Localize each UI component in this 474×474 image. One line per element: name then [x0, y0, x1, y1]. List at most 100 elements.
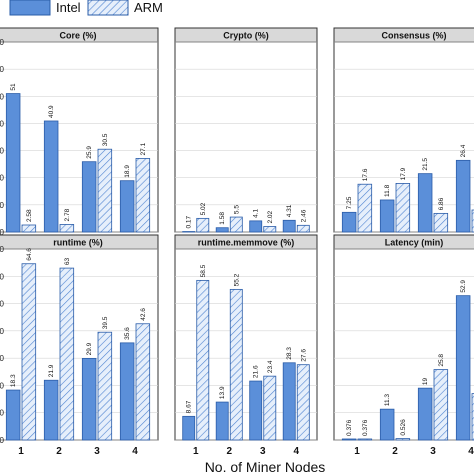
data-label-intel-1: 18.3: [10, 374, 17, 387]
panel-title: Latency (min): [385, 238, 444, 248]
bar-intel-3: [417, 387, 433, 441]
x-tick-label: 2: [392, 446, 398, 457]
bar-arm-4: [135, 158, 151, 233]
y-tick-label: 10: [0, 201, 5, 210]
data-label-intel-3: 19: [422, 378, 429, 386]
data-label-intel-1: 7.25: [346, 196, 353, 209]
x-tick-label: 3: [94, 446, 100, 457]
bar-arm-1: [357, 438, 373, 441]
data-label-arm-2: 2.78: [64, 208, 71, 221]
bar-arm-2: [229, 216, 243, 233]
data-label-arm-3: 30.5: [102, 133, 109, 146]
y-tick-label: 10: [0, 409, 5, 418]
data-label-intel-4: 28.3: [286, 347, 293, 360]
data-label-intel-4: 26.4: [460, 144, 467, 157]
bar-intel-4: [282, 219, 296, 233]
panel-frame: [174, 27, 318, 233]
legend-label-arm: ARM: [134, 0, 163, 15]
data-label-arm-4: 2.46: [300, 209, 307, 222]
x-tick-label: 1: [354, 446, 360, 457]
data-label-arm-2: 17.9: [400, 167, 407, 180]
bar-intel-1: [5, 389, 21, 441]
bar-arm-4: [296, 224, 310, 233]
bar-arm-3: [97, 148, 113, 233]
bar-arm-1: [196, 217, 210, 233]
bar-arm-2: [59, 224, 75, 233]
data-label-intel-3: 21.5: [422, 158, 429, 171]
y-tick-label: 70: [0, 245, 5, 254]
x-tick-label: 4: [293, 446, 299, 457]
bar-arm-3: [263, 226, 277, 233]
bar-arm-3: [433, 212, 449, 233]
data-label-arm-1: 5.02: [200, 202, 207, 215]
data-label-arm-2: 63: [64, 257, 71, 265]
bar-intel-2: [379, 199, 395, 233]
bar-intel-3: [249, 220, 263, 233]
data-label-intel-3: 29.9: [86, 342, 93, 355]
x-tick-label: 3: [260, 446, 266, 457]
bar-intel-4: [282, 362, 296, 441]
legend-swatch-intel: [9, 0, 51, 16]
data-label-arm-2: 5.5: [233, 205, 240, 214]
panel-frame: [333, 234, 474, 441]
data-label-arm-3: 23.4: [267, 360, 274, 373]
data-label-arm-4: 42.6: [140, 308, 147, 321]
bar-intel-3: [81, 161, 97, 233]
data-label-intel-3: 4.1: [253, 208, 260, 217]
bar-intel-2: [215, 401, 229, 441]
y-tick-label: 20: [0, 174, 5, 183]
x-tick-label: 4: [468, 446, 474, 457]
bar-arm-2: [395, 438, 411, 441]
data-label-intel-1: 8.67: [186, 400, 193, 413]
data-label-intel-2: 11.3: [384, 394, 391, 407]
bar-intel-4: [119, 342, 135, 441]
panel-title: Core (%): [59, 31, 96, 41]
y-tick-label: 50: [0, 300, 5, 309]
panel-runtime: runtime (%) 0 10 20 30 40 50 60 70 18.3 64.6 1 21.9 6…: [0, 234, 159, 457]
panel-frame: [174, 234, 318, 441]
panel-title: runtime.memmove (%): [198, 238, 295, 248]
data-label-intel-2: 40.9: [48, 105, 55, 118]
y-tick-label: 30: [0, 354, 5, 363]
data-label-intel-4: 35.6: [124, 327, 131, 340]
panel-core: Core (%) 0 10 20 30 40 50 60 70 51 2.58 40.9 2.78 25.…: [0, 27, 159, 237]
data-label-intel-1: 51: [10, 83, 17, 91]
legend-label-intel: Intel: [56, 0, 81, 15]
x-tick-label: 1: [193, 446, 199, 457]
bar-arm-3: [263, 375, 277, 441]
data-label-arm-3: 2.02: [267, 210, 274, 223]
panel-consensus: Consensus (%) 7.25 17.6 11.8 17.9 21.5 6.86 26.…: [333, 27, 474, 233]
data-label-arm-4: 27.6: [300, 349, 307, 362]
bar-arm-4: [135, 323, 151, 441]
data-label-arm-4: 27.1: [140, 142, 147, 155]
bar-arm-1: [21, 224, 37, 233]
y-tick-label: 0: [0, 436, 5, 445]
y-tick-label: 20: [0, 381, 5, 390]
bar-intel-2: [43, 120, 59, 233]
y-tick-label: 30: [0, 147, 5, 156]
data-label-intel-1: 0.17: [186, 216, 193, 229]
data-label-intel-4: 4.31: [286, 204, 293, 217]
data-label-arm-1: 0.376: [362, 419, 369, 436]
bar-intel-1: [5, 93, 21, 233]
bar-intel-1: [182, 231, 196, 233]
bar-intel-1: [341, 438, 357, 441]
data-label-intel-3: 25.9: [86, 146, 93, 159]
y-tick-label: 40: [0, 119, 5, 128]
bar-intel-3: [417, 173, 433, 233]
bar-intel-2: [379, 408, 395, 441]
x-tick-label: 2: [56, 446, 62, 457]
panel-latency-min: Latency (min) 0.376 0.376 1 11.3 0.526 2 19 25.8…: [333, 234, 474, 457]
bar-arm-4: [296, 364, 310, 441]
data-label-intel-2: 11.8: [384, 184, 391, 197]
data-label-arm-1: 64.6: [26, 248, 33, 261]
y-tick-label: 40: [0, 327, 5, 336]
bar-intel-4: [119, 180, 135, 233]
chart-panels: Core (%)010203040506070512.5840.92.7825.…: [0, 27, 474, 457]
x-tick-label: 3: [430, 446, 436, 457]
legend-swatch-arm: [87, 0, 129, 16]
panel-title: Consensus (%): [381, 31, 446, 41]
panel-title: runtime (%): [53, 238, 103, 248]
bar-arm-2: [59, 267, 75, 441]
